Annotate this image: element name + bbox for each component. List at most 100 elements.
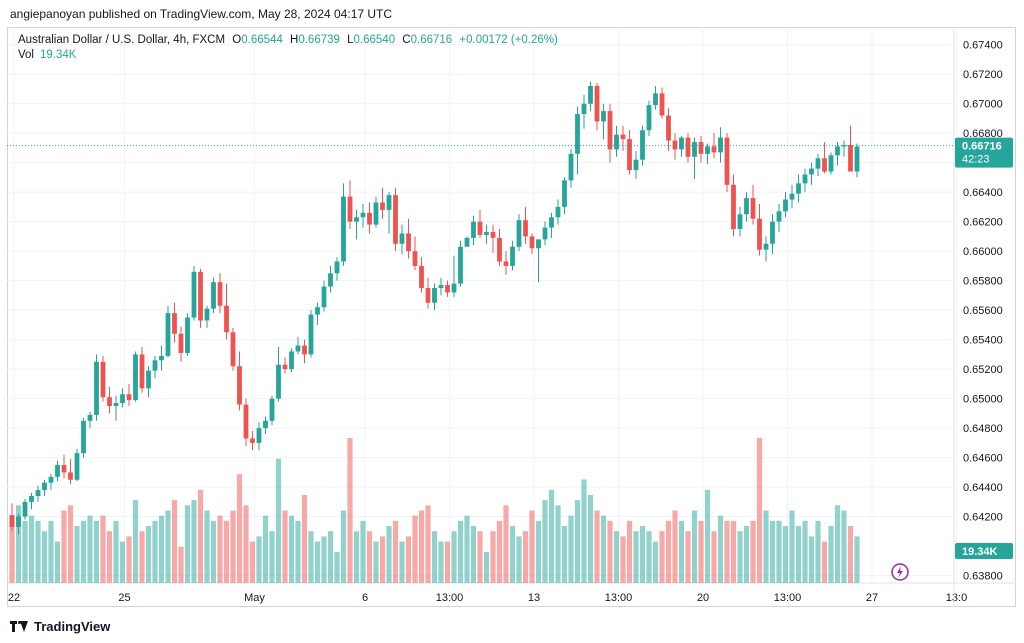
candle-up: [471, 221, 476, 238]
volume-bar: [74, 526, 80, 583]
volume-value: 19.34K: [40, 49, 77, 61]
candle-down: [607, 111, 613, 150]
volume-bar: [360, 520, 366, 583]
candle-up: [705, 146, 710, 154]
candle-up: [334, 261, 340, 274]
candle-down: [666, 115, 671, 141]
volume-bar: [412, 515, 418, 583]
candle-down: [198, 271, 203, 321]
volume-bar: [724, 520, 730, 583]
candle-up: [295, 345, 301, 352]
price-tick-label: 0.67000: [963, 99, 1003, 111]
volume-bar: [61, 510, 67, 583]
price-tick-label: 0.65600: [963, 305, 1003, 317]
candle-up: [185, 317, 190, 353]
candle-down: [477, 221, 483, 235]
volume-bar: [262, 515, 269, 583]
time-tick-label: 13: [528, 592, 540, 604]
volume-bar: [607, 520, 613, 583]
candle-up: [510, 246, 515, 266]
candle-up: [152, 360, 158, 371]
time-tick-label: 13:00: [774, 592, 802, 604]
candle-up: [321, 286, 327, 308]
volume-bar: [282, 510, 288, 583]
volume-bar: [646, 531, 652, 583]
candle-up: [438, 285, 444, 289]
chart-frame: [7, 27, 1016, 607]
volume-bar: [28, 515, 35, 583]
volume-bar: [93, 520, 100, 583]
candle-down: [757, 218, 762, 250]
volume-bar: [15, 505, 22, 583]
candle-down: [497, 237, 502, 262]
volume-bar: [535, 520, 542, 583]
volume-bar: [139, 531, 145, 583]
candle-down: [100, 361, 106, 398]
volume-legend[interactable]: Vol 19.34K: [18, 49, 76, 61]
candle-up: [581, 103, 587, 115]
candle-up: [165, 313, 171, 356]
volume-bar: [756, 438, 763, 583]
volume-bar: [22, 520, 28, 583]
candle-up: [796, 183, 801, 194]
price-tick-label: 0.65400: [963, 335, 1003, 347]
volume-bar: [704, 489, 711, 583]
candle-down: [672, 140, 678, 150]
volume-bar: [841, 510, 847, 583]
price-chart[interactable]: 0.674000.672000.670000.668000.666000.664…: [7, 27, 1016, 607]
candle-down: [419, 265, 424, 289]
candle-down: [139, 354, 145, 389]
volume-bar: [145, 526, 152, 583]
candle-up: [315, 307, 320, 315]
volume-bar: [100, 515, 106, 583]
candle-down: [406, 233, 411, 252]
time-tick-label: 27: [866, 592, 878, 604]
candle-up: [718, 137, 723, 153]
volume-bar: [334, 551, 340, 583]
volume-bar: [158, 515, 165, 583]
countdown-label: 42:23: [962, 154, 990, 166]
candle-down: [848, 144, 853, 172]
volume-bar: [113, 520, 119, 583]
volume-bar: [678, 520, 685, 583]
candle-up: [549, 217, 554, 228]
time-tick-label: 25: [118, 592, 130, 604]
volume-bar: [191, 500, 197, 583]
candle-up: [776, 211, 782, 222]
candle-down: [529, 236, 535, 249]
price-tick-label: 0.64600: [963, 453, 1003, 465]
volume-bar: [184, 505, 191, 583]
close-label: C: [402, 34, 411, 46]
time-tick-label: 22: [8, 592, 20, 604]
symbol-legend[interactable]: Australian Dollar / U.S. Dollar, 4h, FXC…: [18, 33, 558, 48]
candle-down: [731, 184, 736, 230]
candle-up: [614, 134, 619, 150]
candle-up: [94, 361, 99, 415]
volume-badge: [955, 543, 1013, 559]
candle-up: [120, 394, 125, 404]
volume-bar: [490, 531, 496, 583]
volume-bar: [496, 520, 503, 583]
candle-up: [646, 105, 652, 131]
candle-up: [568, 153, 574, 181]
candle-up: [29, 495, 34, 502]
volume-bar: [9, 515, 15, 583]
volume-bar: [483, 551, 490, 583]
price-tick-label: 0.67200: [963, 69, 1003, 81]
volume-bar: [249, 541, 256, 583]
tradingview-footer[interactable]: TradingView: [10, 619, 110, 634]
volume-bar: [386, 526, 392, 583]
candle-up: [74, 453, 80, 480]
candle-up: [269, 398, 275, 421]
candle-down: [172, 313, 177, 334]
volume-bar: [802, 520, 808, 583]
volume-bar: [269, 531, 275, 583]
candle-up: [809, 168, 814, 175]
volume-bar: [119, 541, 126, 583]
candle-up: [276, 364, 281, 399]
volume-bar: [314, 541, 321, 583]
volume-bar: [659, 531, 665, 583]
symbol-name[interactable]: Australian Dollar / U.S. Dollar, 4h, FXC…: [18, 34, 226, 46]
candle-down: [724, 137, 730, 185]
candle-down: [490, 231, 496, 238]
